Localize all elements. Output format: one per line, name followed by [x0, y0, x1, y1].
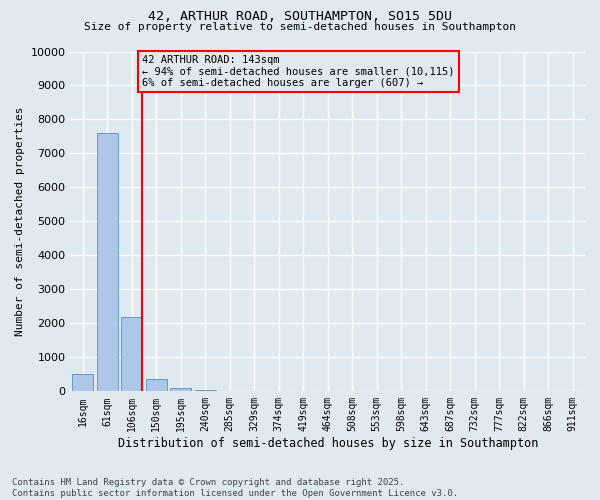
Y-axis label: Number of semi-detached properties: Number of semi-detached properties [15, 106, 25, 336]
Text: 42, ARTHUR ROAD, SOUTHAMPTON, SO15 5DU: 42, ARTHUR ROAD, SOUTHAMPTON, SO15 5DU [148, 10, 452, 23]
X-axis label: Distribution of semi-detached houses by size in Southampton: Distribution of semi-detached houses by … [118, 437, 538, 450]
Text: 42 ARTHUR ROAD: 143sqm
← 94% of semi-detached houses are smaller (10,115)
6% of : 42 ARTHUR ROAD: 143sqm ← 94% of semi-det… [142, 55, 455, 88]
Bar [121, 316, 142, 392]
Text: Contains HM Land Registry data © Crown copyright and database right 2025.
Contai: Contains HM Land Registry data © Crown c… [12, 478, 458, 498]
Text: Size of property relative to semi-detached houses in Southampton: Size of property relative to semi-detach… [84, 22, 516, 32]
Bar [146, 380, 167, 392]
Bar [195, 390, 215, 392]
Bar [72, 374, 93, 392]
Bar [97, 133, 118, 392]
Bar [170, 388, 191, 392]
